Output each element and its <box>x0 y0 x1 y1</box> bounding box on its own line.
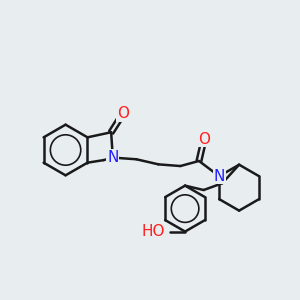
Text: O: O <box>117 106 129 121</box>
Text: O: O <box>198 131 210 146</box>
Text: N: N <box>107 150 118 165</box>
Text: HO: HO <box>141 224 165 239</box>
Text: N: N <box>214 169 225 184</box>
